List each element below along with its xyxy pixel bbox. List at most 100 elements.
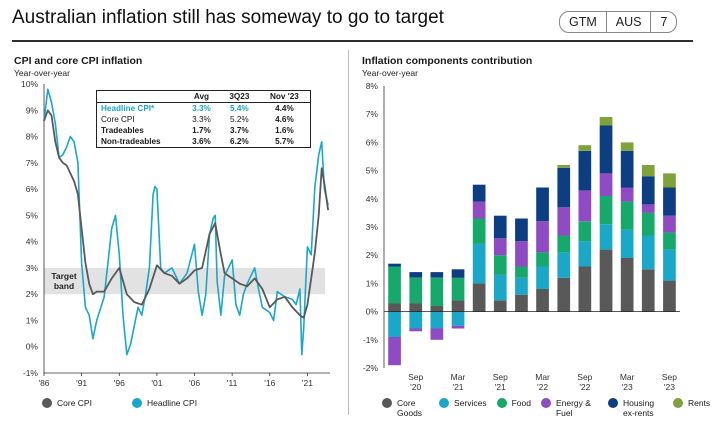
bar-segment-rents <box>641 165 655 177</box>
components-x-ticks: Sep'20Mar'21Sep'21Mar'22Sep'22Mar'23Sep'… <box>408 372 677 392</box>
components-y-tick-label: 2% <box>366 250 379 260</box>
bar-segment-services <box>451 311 465 326</box>
legend-label-food: Food <box>511 398 531 408</box>
components-y-tick-label: 3% <box>366 222 379 232</box>
bar-segment-housing <box>451 269 465 278</box>
cpi-x-tick-label: '06 <box>189 378 200 388</box>
bar-segment-food <box>536 252 549 267</box>
components-x-tick-label: '23 <box>664 382 675 392</box>
page-title: Australian inflation still has someway t… <box>12 7 444 28</box>
bar-segment-food <box>578 221 592 242</box>
cell-headline-q: 5.4% <box>219 102 259 114</box>
bar-segment-services <box>620 229 634 258</box>
bar-segment-food <box>451 277 465 301</box>
row-label-nontradeables: Non-tradeables <box>101 137 161 146</box>
cpi-y-tick-label: 8% <box>26 132 39 142</box>
components-chart-title: Inflation components contribution <box>362 55 533 67</box>
legend-swatch-food <box>496 398 507 408</box>
bar-segment-food <box>472 218 486 244</box>
cell-headline-nov: 4.4% <box>258 102 311 114</box>
bar-segment-core-goods <box>472 283 486 312</box>
bar-segment-housing <box>663 187 676 216</box>
cell-tradeables-q: 3.7% <box>230 126 249 135</box>
cpi-y-tick-label: -1% <box>23 368 39 378</box>
cell-headline-avg: 3.3% <box>183 102 220 114</box>
bar-segment-services <box>493 274 507 301</box>
components-x-tick-label: Sep <box>493 372 508 382</box>
bar-segment-rents <box>620 142 634 151</box>
cpi-x-ticks: '86 '91 '96 '01 '06 '11 '16 '21 <box>38 373 313 388</box>
bar-segment-core-goods <box>515 294 528 312</box>
legend-label-core-cpi: Core CPI <box>57 398 92 408</box>
components-x-tick-label: '23 <box>622 382 633 392</box>
bar-segment-housing <box>578 150 592 191</box>
table-header-3q23: 3Q23 <box>229 92 250 101</box>
bar-segment-rents <box>557 165 571 168</box>
cpi-chart-title: CPI and core CPI inflation <box>14 55 143 67</box>
badge-gtm: GTM <box>569 15 597 29</box>
bar-segment-core-goods <box>430 306 444 312</box>
target-band-label-line1: Target <box>51 271 77 281</box>
legend-label-services: Services <box>454 398 487 408</box>
legend-item-services: Services <box>439 398 487 408</box>
cell-tradeables-nov: 1.6% <box>275 126 294 135</box>
cpi-y-tick-label: 2% <box>26 289 39 299</box>
legend-item-rents: Rents <box>672 398 711 408</box>
table-row: Non-tradeables 3.6% 6.2% 5.7% <box>97 136 311 148</box>
components-y-tick-label: 6% <box>366 137 379 147</box>
bar-segment-housing <box>430 272 444 278</box>
cpi-y-tick-label: 0% <box>26 342 39 352</box>
cpi-y-ticks: -1% 0% 1% 2% 3% 4% 5% 6% 7% 8% 9% 10% <box>21 79 38 378</box>
components-y-tick-label: -1% <box>363 335 379 345</box>
bar-segment-services <box>578 241 592 267</box>
bar-segment-housing <box>557 167 571 208</box>
region-badge: GTM AUS 7 <box>559 11 678 33</box>
cpi-y-tick-label: 4% <box>26 237 39 247</box>
cpi-x-tick-label: '11 <box>227 378 238 388</box>
bar-segment-housing <box>620 150 634 188</box>
cpi-y-tick-label: 9% <box>26 105 39 115</box>
panel-divider <box>348 50 349 415</box>
bar-segment-food <box>620 201 634 230</box>
components-y-tick-label: 7% <box>366 109 379 119</box>
cpi-chart-subtitle: Year-over-year <box>14 68 70 78</box>
bar-segment-services <box>641 235 655 270</box>
row-label-core: Core CPI <box>101 115 135 124</box>
row-label-tradeables: Tradeables <box>101 126 144 135</box>
legend-item-core-cpi: Core CPI <box>42 398 92 408</box>
bar-segment-housing <box>388 263 401 267</box>
components-x-tick-label: Sep <box>577 372 592 382</box>
components-x-tick-label: '22 <box>537 382 548 392</box>
bar-segment-rents <box>578 145 592 151</box>
legend-item-headline-cpi: Headline CPI <box>131 398 197 408</box>
table-header-nov23: Nov '23 <box>270 92 299 101</box>
bar-segment-energy-fuel <box>641 204 655 213</box>
bar-segment-rents <box>599 117 613 126</box>
bar-segment-housing <box>599 125 613 174</box>
bar-segment-energy-fuel <box>430 328 444 340</box>
table-row: Headline CPI* 3.3% 5.4% 4.4% <box>96 102 311 114</box>
cell-core-q: 5.2% <box>230 115 249 124</box>
bar-segment-services <box>599 224 613 250</box>
components-x-tick-label: '20 <box>410 382 421 392</box>
components-y-ticks: -2% -1% 0% 1% 2% 3% 4% 5% 6% 7% 8% <box>363 81 379 373</box>
table-header-blank <box>97 91 184 103</box>
table-row: Core CPI 3.3% 5.2% 4.6% <box>97 114 311 125</box>
bar-segment-core-goods <box>536 289 549 312</box>
components-x-tick-label: '22 <box>579 382 590 392</box>
components-x-tick-label: Mar <box>535 372 550 382</box>
bar-segment-food <box>493 255 507 275</box>
legend-label-housing: Housing ex-rents <box>622 398 655 418</box>
cpi-y-tick-label: 1% <box>26 315 39 325</box>
bar-segment-energy-fuel <box>599 173 613 196</box>
cpi-legend: Core CPI Headline CPI <box>42 398 209 408</box>
bar-segment-housing <box>493 215 507 239</box>
badge-page-number: 7 <box>650 12 676 32</box>
components-x-tick-label: Mar <box>620 372 635 382</box>
components-y-tick-label: 1% <box>366 278 379 288</box>
legend-label-rents: Rents <box>687 398 711 408</box>
row-label-headline: Headline CPI* <box>96 102 183 114</box>
bar-segment-services <box>409 311 423 329</box>
bar-segment-core-goods <box>409 303 423 312</box>
cell-tradeables-avg: 1.7% <box>192 126 211 135</box>
